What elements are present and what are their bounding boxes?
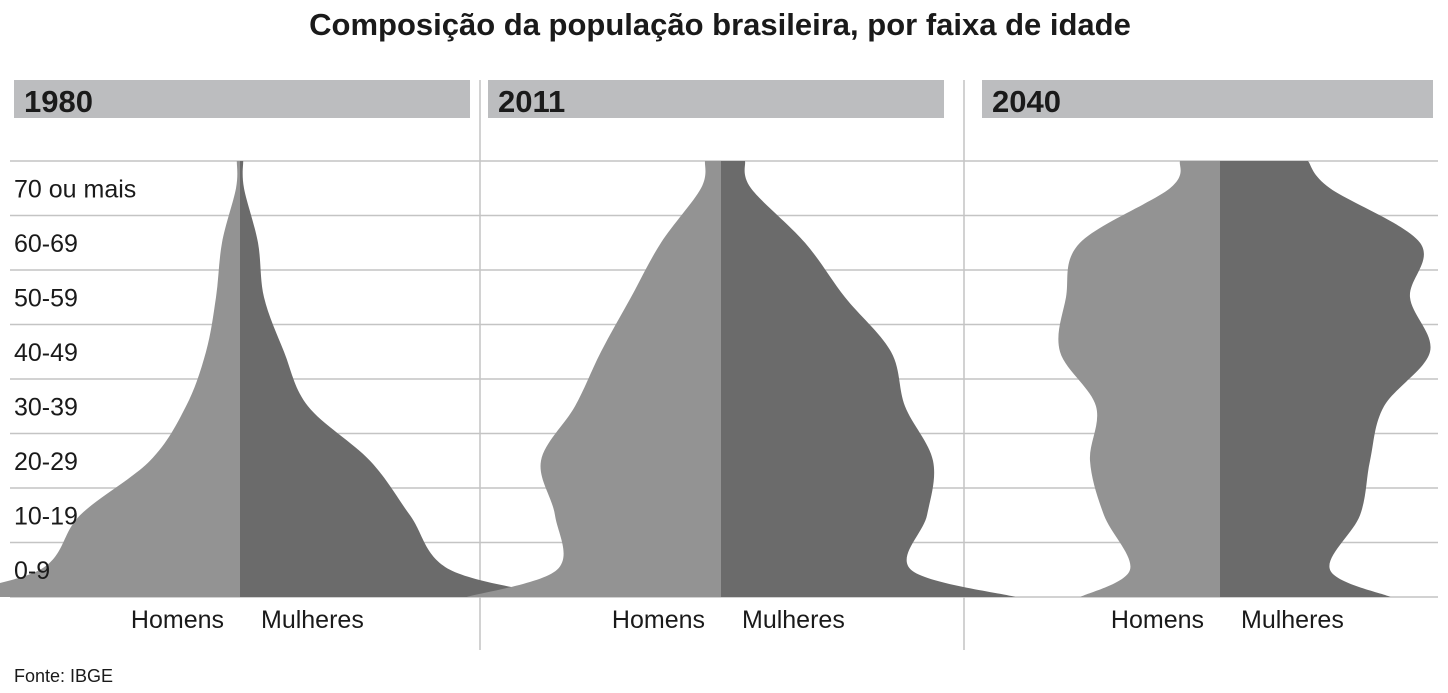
pyramid-panel-2011: 2011 Homens Mulheres xyxy=(466,80,1016,634)
age-group-label: 60-69 xyxy=(14,230,78,258)
panel-year-label: 2011 xyxy=(498,84,565,119)
age-group-labels: 0-9 10-19 20-29 30-39 40-49 50-59 60-69 70 ou m… xyxy=(14,175,136,585)
age-group-label: 0-9 xyxy=(14,557,50,585)
panel-year-label: 2040 xyxy=(992,84,1061,119)
panel-header-bar xyxy=(982,80,1433,118)
series-mulheres-area xyxy=(721,161,1016,597)
age-group-label: 40-49 xyxy=(14,339,78,367)
age-group-label: 30-39 xyxy=(14,393,78,421)
pyramid-panel-1980: 1980 Homens Mulheres xyxy=(0,80,566,634)
side-label-homens: Homens xyxy=(1111,606,1204,634)
side-label-mulheres: Mulheres xyxy=(742,606,845,634)
age-group-label: 70 ou mais xyxy=(14,175,136,203)
series-mulheres-area xyxy=(1220,161,1431,597)
source-note: Fonte: IBGE xyxy=(14,666,113,686)
series-homens-area xyxy=(466,161,721,597)
side-label-homens: Homens xyxy=(131,606,224,634)
side-label-mulheres: Mulheres xyxy=(1241,606,1344,634)
chart-title: Composição da população brasileira, por … xyxy=(309,7,1131,42)
series-mulheres-area xyxy=(240,161,566,597)
age-group-label: 20-29 xyxy=(14,448,78,476)
pyramid-panel-2040: 2040 Homens Mulheres xyxy=(982,80,1433,634)
age-group-label: 10-19 xyxy=(14,502,78,530)
panel-year-label: 1980 xyxy=(24,84,93,119)
side-label-homens: Homens xyxy=(612,606,705,634)
side-label-mulheres: Mulheres xyxy=(261,606,364,634)
panel-header-bar xyxy=(14,80,470,118)
series-homens-area xyxy=(1058,161,1220,597)
series-homens-area xyxy=(0,161,240,597)
age-group-label: 50-59 xyxy=(14,284,78,312)
panel-header-bar xyxy=(488,80,944,118)
